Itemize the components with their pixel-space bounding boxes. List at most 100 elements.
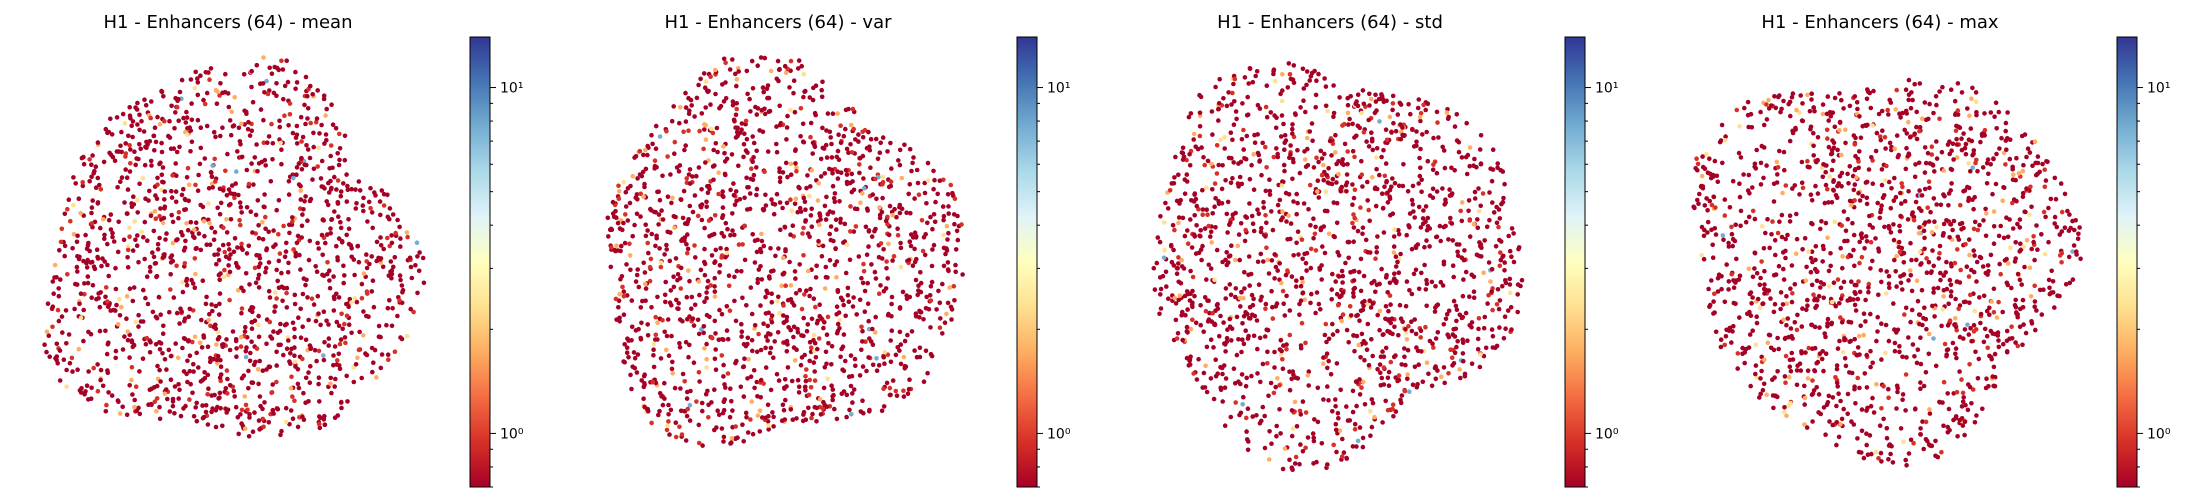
scatter-point — [1385, 290, 1390, 295]
scatter-point — [931, 212, 937, 217]
scatter-point — [1955, 247, 1960, 252]
scatter-point — [89, 221, 95, 226]
scatter-point — [1344, 404, 1349, 409]
scatter-point — [1894, 133, 1900, 138]
scatter-point — [635, 197, 640, 202]
scatter-point — [263, 226, 268, 232]
scatter-point — [1184, 289, 1190, 294]
scatter-point — [1383, 398, 1388, 404]
scatter-point — [1225, 230, 1230, 235]
scatter-point — [1322, 332, 1328, 338]
scatter-point — [1722, 197, 1728, 202]
scatter-point — [1431, 162, 1436, 167]
scatter-point — [673, 420, 679, 426]
scatter-point — [1166, 296, 1171, 302]
scatter-point — [1288, 76, 1294, 82]
scatter-point — [1233, 257, 1238, 263]
scatter-point — [1471, 289, 1477, 295]
scatter-point — [738, 384, 744, 390]
scatter-point — [316, 311, 321, 317]
scatter-point — [752, 238, 758, 243]
scatter-point — [105, 241, 110, 247]
scatter-point — [1314, 290, 1320, 295]
scatter-point — [254, 142, 259, 147]
scatter-point — [638, 191, 643, 197]
scatter-point — [1338, 188, 1344, 194]
scatter-point — [1497, 216, 1503, 221]
scatter-point — [907, 182, 913, 187]
scatter-point — [174, 104, 180, 110]
scatter-point — [698, 76, 703, 82]
scatter-point — [1914, 109, 1919, 115]
scatter-point — [291, 175, 296, 181]
scatter-point — [1188, 217, 1193, 222]
scatter-point — [1243, 227, 1248, 233]
scatter-point — [702, 246, 707, 252]
scatter-point — [2005, 234, 2011, 240]
scatter-point — [1946, 203, 1951, 208]
scatter-point — [834, 416, 840, 422]
scatter-point — [834, 259, 840, 264]
scatter-point — [883, 286, 889, 291]
scatter-point — [205, 422, 211, 427]
scatter-point — [1382, 184, 1387, 190]
scatter-point — [739, 269, 744, 274]
scatter-point — [1309, 291, 1314, 297]
scatter-point — [371, 304, 377, 310]
scatter-point — [1472, 196, 1478, 201]
scatter-point — [707, 233, 712, 239]
scatter-point — [1818, 280, 1824, 285]
scatter-point — [761, 207, 767, 212]
scatter-point — [1511, 231, 1516, 236]
scatter-point — [324, 232, 330, 237]
scatter-point — [186, 339, 191, 344]
scatter-point — [1277, 197, 1283, 203]
scatter-point — [1241, 127, 1246, 133]
scatter-point — [234, 169, 239, 174]
scatter-point — [1259, 225, 1264, 231]
scatter-point — [703, 105, 708, 110]
scatter-point — [937, 300, 943, 306]
scatter-point — [338, 220, 343, 225]
scatter-point — [188, 128, 194, 133]
scatter-point — [1368, 409, 1373, 414]
scatter-point — [719, 311, 725, 317]
scatter-point — [1350, 220, 1355, 226]
scatter-point — [848, 122, 854, 128]
scatter-point — [642, 372, 647, 378]
scatter-point — [857, 297, 863, 303]
scatter-point — [1443, 200, 1448, 205]
scatter-point — [1310, 431, 1316, 436]
scatter-point — [1800, 306, 1805, 311]
scatter-point — [65, 207, 70, 212]
scatter-point — [659, 394, 664, 399]
scatter-point — [733, 135, 739, 140]
scatter-point — [140, 176, 146, 181]
scatter-point — [945, 237, 950, 242]
scatter-point — [390, 212, 396, 217]
scatter-point — [703, 160, 708, 165]
scatter-point — [806, 405, 811, 411]
scatter-point — [244, 345, 249, 350]
scatter-point — [305, 218, 310, 223]
scatter-point — [1294, 278, 1299, 284]
scatter-point — [1254, 318, 1260, 323]
scatter-point — [244, 167, 250, 173]
scatter-point — [660, 217, 666, 222]
scatter-point — [1266, 393, 1271, 399]
scatter-point — [105, 262, 110, 268]
scatter-point — [953, 269, 958, 275]
scatter-point — [332, 344, 338, 349]
scatter-point — [863, 224, 869, 230]
scatter-point — [732, 298, 737, 304]
scatter-point — [1792, 183, 1798, 188]
scatter-point — [1396, 270, 1402, 276]
scatter-point — [1355, 438, 1361, 444]
scatter-point — [1870, 360, 1875, 366]
scatter-point — [758, 395, 763, 400]
scatter-point — [1430, 186, 1436, 192]
scatter-point — [1888, 205, 1894, 211]
scatter-point — [338, 400, 344, 405]
scatter-point — [1280, 357, 1285, 362]
scatter-point — [640, 169, 646, 175]
